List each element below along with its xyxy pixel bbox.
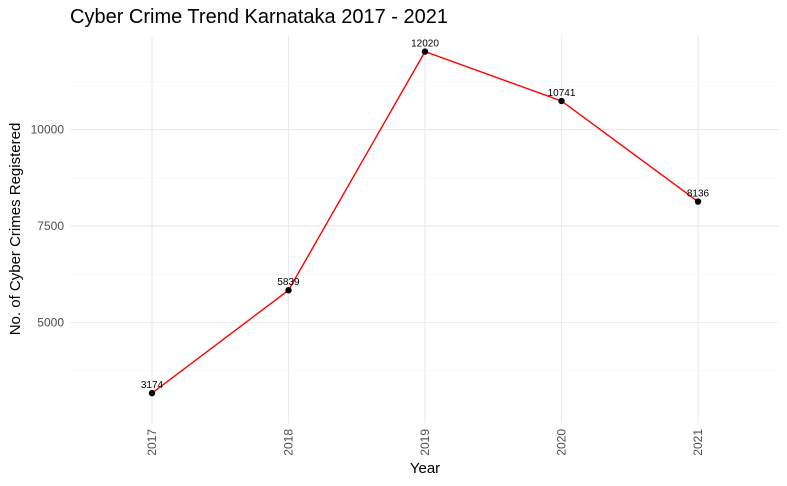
x-tick-label: 2021 bbox=[691, 429, 705, 456]
data-point bbox=[558, 97, 565, 105]
data-label: 12020 bbox=[411, 39, 439, 50]
data-point bbox=[421, 48, 429, 55]
data-label: 8136 bbox=[687, 189, 710, 200]
x-tick-label: 2018 bbox=[282, 429, 296, 456]
data-point bbox=[148, 389, 156, 397]
y-tick-label: 10000 bbox=[31, 123, 65, 137]
y-tick-label: 5000 bbox=[37, 316, 64, 330]
x-tick-label: 2019 bbox=[418, 429, 432, 456]
tick-layer: 5000 7500 10000 2017 2018 2019 2020 2021 bbox=[31, 123, 705, 456]
grid-layer bbox=[70, 35, 779, 423]
data-point bbox=[694, 198, 702, 205]
series-layer: 3174 5839 12020 10741 8136 bbox=[141, 39, 710, 397]
y-axis-title: No. of Cyber Crimes Registered bbox=[7, 123, 24, 336]
data-label: 5839 bbox=[277, 277, 300, 288]
x-axis-title: Year bbox=[410, 460, 440, 477]
data-point bbox=[285, 287, 292, 294]
data-label: 10741 bbox=[548, 88, 576, 99]
data-label: 3174 bbox=[141, 380, 164, 391]
chart-title: Cyber Crime Trend Karnataka 2017 - 2021 bbox=[70, 6, 448, 28]
y-tick-label: 7500 bbox=[37, 219, 64, 233]
x-tick-label: 2020 bbox=[555, 429, 569, 456]
x-tick-label: 2017 bbox=[145, 429, 159, 456]
